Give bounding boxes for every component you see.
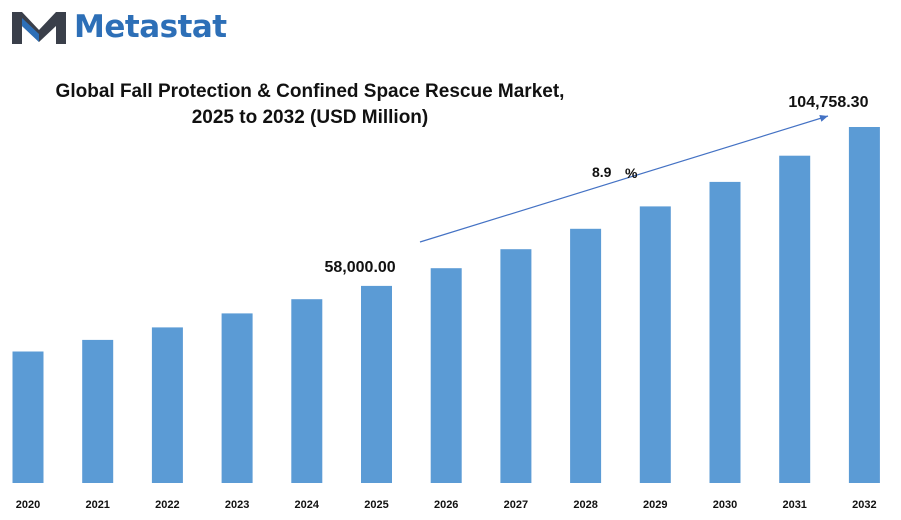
x-tick-label-2029: 2029 xyxy=(643,499,667,511)
end-value-label: 104,758.30 xyxy=(788,94,868,111)
x-tick-label-2030: 2030 xyxy=(713,499,737,511)
x-tick-label-2020: 2020 xyxy=(16,499,40,511)
bar-2030 xyxy=(709,181,741,483)
x-axis-tick-labels: 2020 2021 2022 2023 2024 2025 2026 2027 2028 2029… xyxy=(16,499,877,511)
metastat-logo: Metastat xyxy=(10,8,227,46)
bar-2024 xyxy=(291,299,323,483)
cagr-trend-arrow xyxy=(419,115,829,243)
chart-title-line-1: Global Fall Protection & Confined Space … xyxy=(55,81,565,102)
x-tick-label-2026: 2026 xyxy=(434,499,458,511)
x-tick-label-2022: 2022 xyxy=(155,499,179,511)
metastat-m-logo-icon xyxy=(12,12,66,44)
chart-title-line-2: 2025 to 2032 (USD Million) xyxy=(191,107,429,128)
brand-name: Metastat xyxy=(74,9,227,45)
chart-title: Global Fall Protection & Confined Space … xyxy=(0,79,620,131)
bar-group xyxy=(12,127,880,483)
bar-2028 xyxy=(570,228,602,483)
cagr-unit-label: % xyxy=(625,165,638,181)
bar-2026 xyxy=(430,268,462,483)
x-tick-label-2025: 2025 xyxy=(364,499,388,511)
bar-2025 xyxy=(361,285,392,483)
bar-2031 xyxy=(779,155,811,483)
bar-2027 xyxy=(500,249,532,483)
bar-2020 xyxy=(12,351,44,483)
start-value-label: 58,000.00 xyxy=(325,259,396,276)
x-tick-label-2027: 2027 xyxy=(504,499,528,511)
cagr-value-label: 8.9 xyxy=(592,164,612,180)
x-tick-label-2032: 2032 xyxy=(852,499,876,511)
x-tick-label-2028: 2028 xyxy=(573,499,597,511)
bar-2021 xyxy=(82,339,114,483)
bar-2032 xyxy=(848,127,880,483)
x-tick-label-2023: 2023 xyxy=(225,499,249,511)
x-tick-label-2024: 2024 xyxy=(295,499,320,511)
x-tick-label-2021: 2021 xyxy=(85,499,109,511)
bar-2023 xyxy=(221,313,253,483)
cagr-arrowhead xyxy=(819,115,828,122)
bar-2029 xyxy=(639,206,671,483)
x-tick-label-2031: 2031 xyxy=(782,499,806,511)
bar-2022 xyxy=(151,327,183,483)
